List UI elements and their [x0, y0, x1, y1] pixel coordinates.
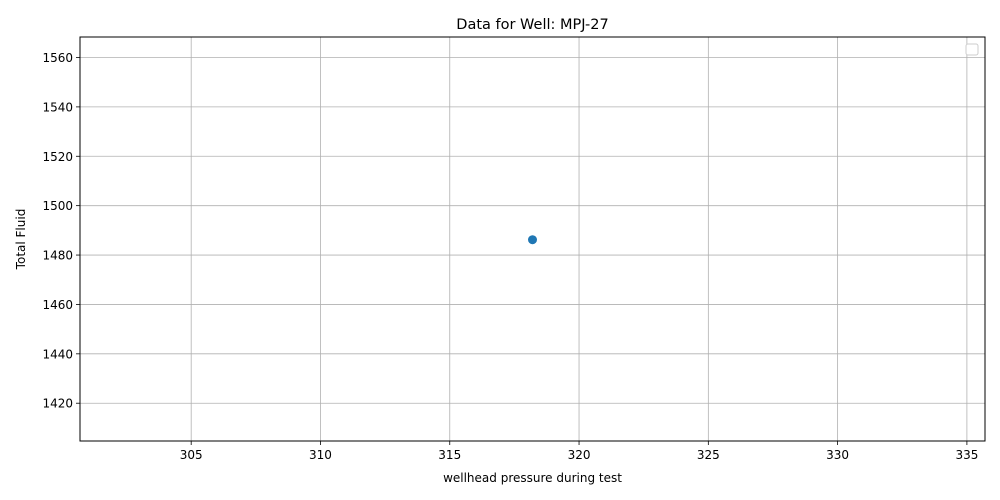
y-axis-label: Total Fluid: [14, 209, 28, 271]
x-axis-ticks: 305 310 315 320 325 330 335: [180, 441, 978, 462]
x-tick-label: 315: [438, 448, 461, 462]
x-tick-label: 305: [180, 448, 203, 462]
chart-title: Data for Well: MPJ-27: [456, 17, 608, 33]
x-tick-label: 310: [309, 448, 332, 462]
grid: [80, 37, 985, 441]
data-point: [528, 235, 537, 245]
x-tick-label: 335: [955, 448, 978, 462]
plot-area-frame: [79, 36, 986, 442]
x-tick-label: 320: [568, 448, 591, 462]
x-axis-label: wellhead pressure during test: [443, 471, 622, 485]
y-tick-label: 1460: [42, 298, 73, 312]
x-tick-label: 325: [697, 448, 720, 462]
x-tick-label: 330: [826, 448, 849, 462]
y-tick-label: 1560: [42, 51, 73, 65]
y-tick-label: 1420: [42, 397, 73, 411]
y-tick-label: 1540: [42, 100, 73, 114]
y-tick-label: 1440: [42, 347, 73, 361]
y-axis-ticks: 1420 1440 1460 1480 1500 1520 1540 1560: [42, 51, 80, 411]
y-tick-label: 1520: [42, 150, 73, 164]
data-points: [528, 235, 537, 245]
legend-box: [965, 43, 979, 56]
y-tick-label: 1500: [42, 199, 73, 213]
y-tick-label: 1480: [42, 249, 73, 263]
